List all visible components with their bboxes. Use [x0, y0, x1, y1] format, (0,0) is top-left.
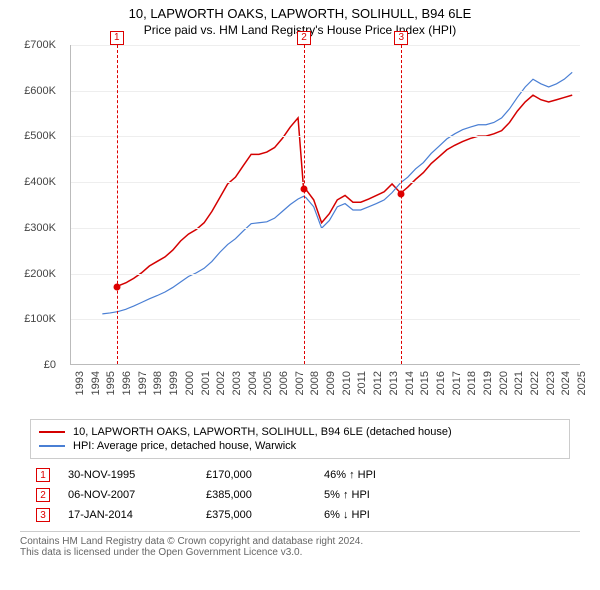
- x-tick-label: 1998: [152, 371, 164, 395]
- x-tick-label: 2025: [576, 371, 588, 395]
- transaction-delta: 5% ↑ HPI: [324, 489, 444, 501]
- legend: 10, LAPWORTH OAKS, LAPWORTH, SOLIHULL, B…: [30, 419, 570, 459]
- x-tick-label: 2000: [184, 371, 196, 395]
- y-tick-label: £600K: [6, 85, 56, 97]
- x-tick-label: 1999: [168, 371, 180, 395]
- y-tick-label: £500K: [6, 130, 56, 142]
- gridline: [71, 274, 580, 275]
- x-tick-label: 2016: [435, 371, 447, 395]
- x-tick-label: 1994: [90, 371, 102, 395]
- marker-index: 2: [36, 488, 50, 502]
- series-property: [116, 95, 572, 286]
- x-tick-label: 2008: [309, 371, 321, 395]
- x-tick-label: 1995: [105, 371, 117, 395]
- gridline: [71, 319, 580, 320]
- x-tick-label: 2002: [215, 371, 227, 395]
- x-tick-label: 2001: [200, 371, 212, 395]
- x-tick-label: 2003: [231, 371, 243, 395]
- gridline: [71, 91, 580, 92]
- legend-swatch: [39, 445, 65, 447]
- marker-dot: [113, 284, 120, 291]
- legend-label: HPI: Average price, detached house, Warw…: [73, 440, 296, 452]
- marker-vline: [401, 45, 402, 364]
- marker-dot: [398, 190, 405, 197]
- x-tick-label: 2007: [294, 371, 306, 395]
- transaction-date: 17-JAN-2014: [68, 509, 188, 521]
- table-row: 1 30-NOV-1995 £170,000 46% ↑ HPI: [30, 465, 570, 485]
- series-svg: [71, 45, 580, 364]
- marker-index: 1: [36, 468, 50, 482]
- x-tick-label: 2005: [262, 371, 274, 395]
- legend-item: 10, LAPWORTH OAKS, LAPWORTH, SOLIHULL, B…: [39, 426, 561, 438]
- footer-line: This data is licensed under the Open Gov…: [20, 547, 580, 558]
- gridline: [71, 136, 580, 137]
- x-tick-label: 2006: [278, 371, 290, 395]
- legend-item: HPI: Average price, detached house, Warw…: [39, 440, 561, 452]
- x-tick-label: 2009: [325, 371, 337, 395]
- marker-dot: [301, 186, 308, 193]
- transaction-price: £375,000: [206, 509, 306, 521]
- x-tick-label: 2024: [560, 371, 572, 395]
- series-hpi: [102, 72, 572, 314]
- y-tick-label: £700K: [6, 39, 56, 51]
- x-tick-label: 1993: [74, 371, 86, 395]
- x-tick-label: 2010: [341, 371, 353, 395]
- transaction-date: 06-NOV-2007: [68, 489, 188, 501]
- transaction-delta: 46% ↑ HPI: [324, 469, 444, 481]
- y-tick-label: £0: [6, 359, 56, 371]
- marker-box: 3: [394, 31, 408, 45]
- x-tick-label: 2004: [247, 371, 259, 395]
- x-tick-label: 1997: [137, 371, 149, 395]
- x-tick-label: 1996: [121, 371, 133, 395]
- x-tick-label: 2013: [388, 371, 400, 395]
- table-row: 2 06-NOV-2007 £385,000 5% ↑ HPI: [30, 485, 570, 505]
- table-row: 3 17-JAN-2014 £375,000 6% ↓ HPI: [30, 505, 570, 525]
- transactions-table: 1 30-NOV-1995 £170,000 46% ↑ HPI 2 06-NO…: [30, 465, 570, 525]
- y-tick-label: £400K: [6, 176, 56, 188]
- transaction-date: 30-NOV-1995: [68, 469, 188, 481]
- legend-label: 10, LAPWORTH OAKS, LAPWORTH, SOLIHULL, B…: [73, 426, 452, 438]
- price-chart: 123 £0£100K£200K£300K£400K£500K£600K£700…: [20, 41, 580, 411]
- y-tick-label: £200K: [6, 268, 56, 280]
- x-tick-label: 2015: [419, 371, 431, 395]
- gridline: [71, 45, 580, 46]
- plot-area: 123: [70, 45, 580, 365]
- footer: Contains HM Land Registry data © Crown c…: [20, 531, 580, 558]
- x-tick-label: 2023: [545, 371, 557, 395]
- x-tick-label: 2014: [404, 371, 416, 395]
- x-tick-label: 2017: [451, 371, 463, 395]
- gridline: [71, 182, 580, 183]
- marker-box: 2: [297, 31, 311, 45]
- x-tick-label: 2011: [356, 371, 368, 395]
- x-tick-label: 2012: [372, 371, 384, 395]
- y-tick-label: £100K: [6, 313, 56, 325]
- y-tick-label: £300K: [6, 222, 56, 234]
- footer-line: Contains HM Land Registry data © Crown c…: [20, 536, 580, 547]
- gridline: [71, 228, 580, 229]
- x-tick-label: 2018: [466, 371, 478, 395]
- x-tick-label: 2019: [482, 371, 494, 395]
- marker-box: 1: [110, 31, 124, 45]
- transaction-price: £385,000: [206, 489, 306, 501]
- marker-vline: [117, 45, 118, 364]
- transaction-delta: 6% ↓ HPI: [324, 509, 444, 521]
- marker-index: 3: [36, 508, 50, 522]
- x-tick-label: 2022: [529, 371, 541, 395]
- marker-vline: [304, 45, 305, 364]
- page-title: 10, LAPWORTH OAKS, LAPWORTH, SOLIHULL, B…: [10, 6, 590, 21]
- x-tick-label: 2020: [498, 371, 510, 395]
- transaction-price: £170,000: [206, 469, 306, 481]
- x-tick-label: 2021: [513, 371, 525, 395]
- legend-swatch: [39, 431, 65, 433]
